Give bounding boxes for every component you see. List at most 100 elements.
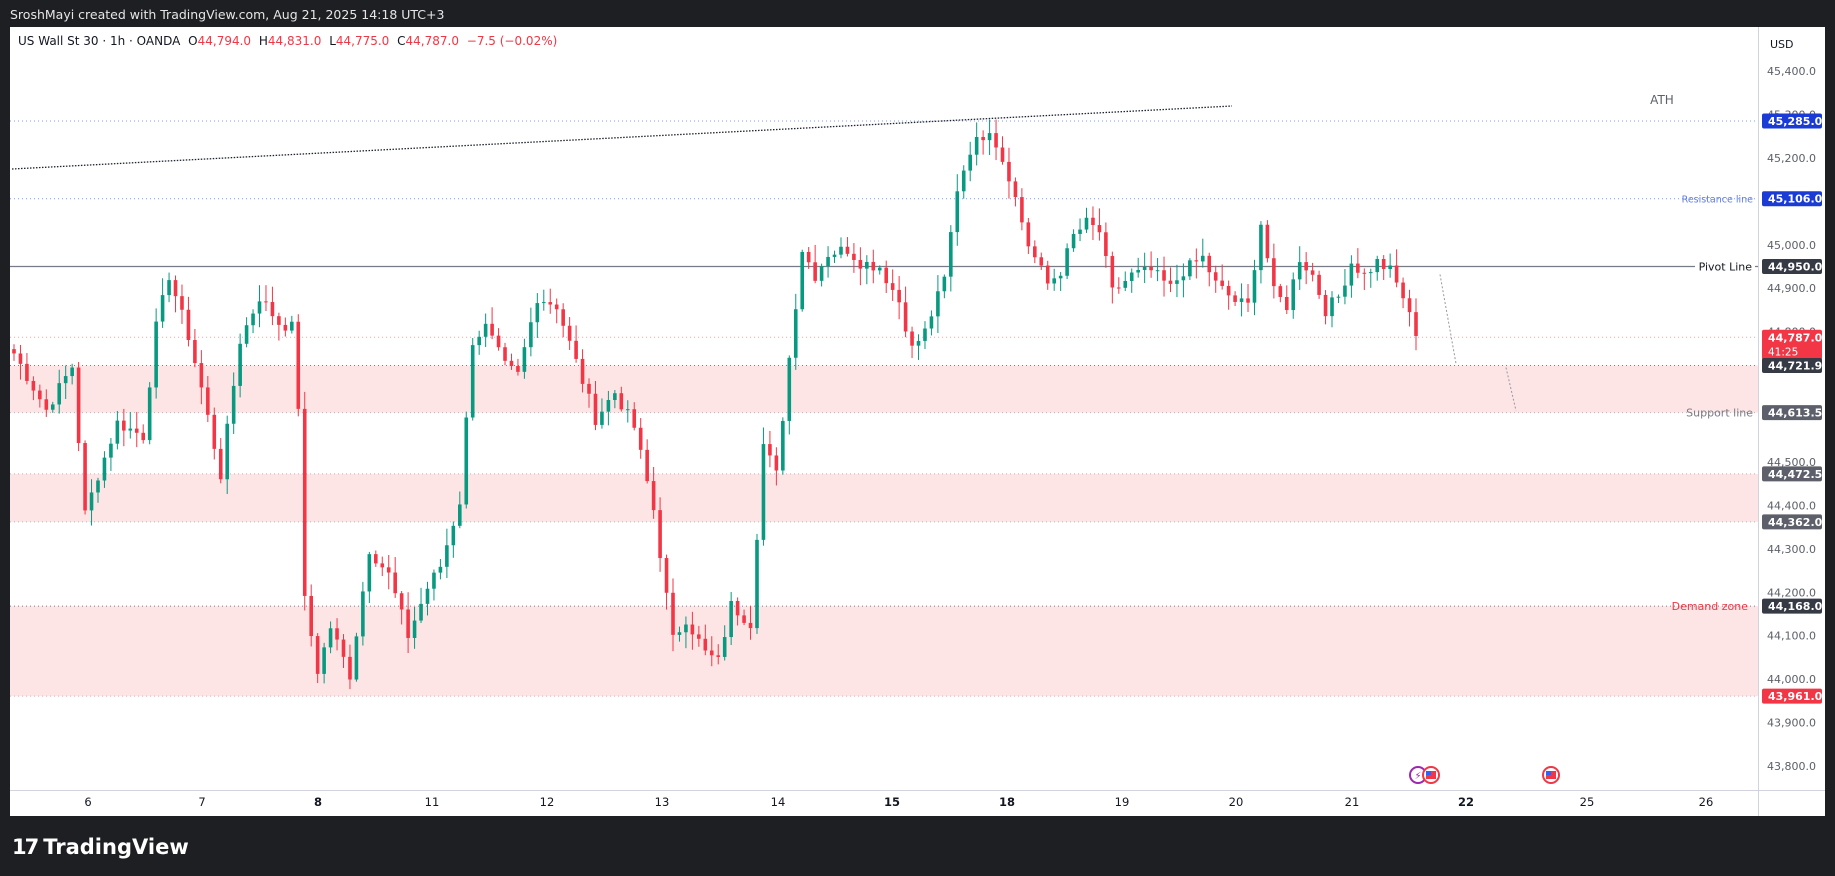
candle-body[interactable] <box>1078 229 1082 234</box>
candle-body[interactable] <box>1091 217 1095 226</box>
candle-body[interactable] <box>173 280 178 297</box>
candle-body[interactable] <box>412 620 417 638</box>
candle-body[interactable] <box>154 321 158 388</box>
candle-body[interactable] <box>806 251 811 263</box>
candle-body[interactable] <box>1401 282 1405 299</box>
candle-body[interactable] <box>600 411 604 425</box>
candle-body[interactable] <box>1058 275 1063 279</box>
candle-body[interactable] <box>1065 248 1069 276</box>
candle-body[interactable] <box>1349 263 1354 286</box>
candle-body[interactable] <box>800 251 805 310</box>
candle-body[interactable] <box>638 427 643 450</box>
candle-body[interactable] <box>496 335 501 348</box>
candle-body[interactable] <box>83 443 87 511</box>
candle-body[interactable] <box>936 291 940 317</box>
candle-body[interactable] <box>134 428 139 433</box>
candle-body[interactable] <box>1278 286 1283 297</box>
candle-body[interactable] <box>483 323 488 337</box>
candle-body[interactable] <box>787 357 792 421</box>
candle-body[interactable] <box>949 232 953 277</box>
candle-body[interactable] <box>832 254 837 257</box>
candle-body[interactable] <box>44 399 49 410</box>
candle-body[interactable] <box>438 566 443 573</box>
candle-body[interactable] <box>38 390 42 400</box>
candle-body[interactable] <box>1381 258 1386 270</box>
candle-body[interactable] <box>987 133 992 141</box>
candle-body[interactable] <box>722 637 727 657</box>
candle-body[interactable] <box>541 302 546 304</box>
candle-body[interactable] <box>1291 279 1296 311</box>
candle-body[interactable] <box>63 376 68 384</box>
candle-body[interactable] <box>1000 147 1005 162</box>
candle-body[interactable] <box>606 400 611 412</box>
candle-body[interactable] <box>12 349 16 354</box>
candle-body[interactable] <box>961 170 966 192</box>
candle-body[interactable] <box>903 302 908 332</box>
candle-body[interactable] <box>690 624 695 635</box>
candle-body[interactable] <box>1129 272 1134 281</box>
candle-body[interactable] <box>1323 294 1328 317</box>
candle-body[interactable] <box>57 383 62 405</box>
candle-body[interactable] <box>199 363 204 388</box>
candle-body[interactable] <box>225 423 230 480</box>
candle-body[interactable] <box>1194 260 1199 262</box>
candle-body[interactable] <box>50 404 55 410</box>
candle-body[interactable] <box>1284 296 1289 311</box>
candle-body[interactable] <box>147 387 152 441</box>
candle-body[interactable] <box>490 323 494 336</box>
price-badge[interactable] <box>1762 258 1822 274</box>
candle-body[interactable] <box>1117 287 1121 289</box>
candle-body[interactable] <box>819 266 824 281</box>
candle-body[interactable] <box>31 380 36 391</box>
candle-body[interactable] <box>302 408 307 596</box>
candle-body[interactable] <box>231 385 236 424</box>
candle-body[interactable] <box>367 554 372 592</box>
price-badge[interactable] <box>1762 405 1822 421</box>
candle-body[interactable] <box>218 448 223 480</box>
candle-body[interactable] <box>884 267 889 284</box>
candle-body[interactable] <box>981 136 985 141</box>
candle-body[interactable] <box>1039 257 1044 266</box>
candle-body[interactable] <box>677 632 682 635</box>
candle-body[interactable] <box>942 276 947 292</box>
candle-body[interactable] <box>1104 232 1108 257</box>
candle-body[interactable] <box>923 328 927 341</box>
candle-body[interactable] <box>561 309 565 326</box>
candle-body[interactable] <box>929 316 934 329</box>
candle-body[interactable] <box>742 615 746 623</box>
candle-body[interactable] <box>1084 217 1089 230</box>
price-badge[interactable] <box>1762 191 1822 207</box>
candle-body[interactable] <box>658 510 662 559</box>
candle-body[interactable] <box>1272 258 1276 287</box>
candle-body[interactable] <box>186 309 191 341</box>
candle-body[interactable] <box>257 301 262 314</box>
candle-body[interactable] <box>251 313 255 326</box>
candle-body[interactable] <box>315 636 320 674</box>
candle-body[interactable] <box>839 246 843 255</box>
candle-body[interactable] <box>1226 285 1231 296</box>
candle-body[interactable] <box>270 302 275 317</box>
candle-body[interactable] <box>1071 233 1076 249</box>
candle-body[interactable] <box>1026 222 1031 247</box>
candle-body[interactable] <box>354 636 359 680</box>
candle-body[interactable] <box>1362 272 1367 274</box>
candle-body[interactable] <box>664 558 669 593</box>
candle-body[interactable] <box>290 321 294 331</box>
candle-body[interactable] <box>709 650 714 656</box>
candle-body[interactable] <box>1330 297 1334 317</box>
candle-body[interactable] <box>645 449 649 482</box>
candle-body[interactable] <box>322 647 326 674</box>
candle-body[interactable] <box>735 600 740 616</box>
candle-body[interactable] <box>109 443 113 458</box>
candle-body[interactable] <box>1142 266 1147 270</box>
candle-body[interactable] <box>529 322 533 348</box>
candle-body[interactable] <box>1013 181 1018 198</box>
candle-body[interactable] <box>1317 274 1321 295</box>
candle-body[interactable] <box>122 420 126 431</box>
candle-body[interactable] <box>1246 298 1250 303</box>
candle-body[interactable] <box>180 296 184 310</box>
candle-body[interactable] <box>865 261 869 269</box>
candle-body[interactable] <box>419 603 423 621</box>
price-badge[interactable] <box>1762 598 1822 614</box>
candle-body[interactable] <box>206 387 210 415</box>
